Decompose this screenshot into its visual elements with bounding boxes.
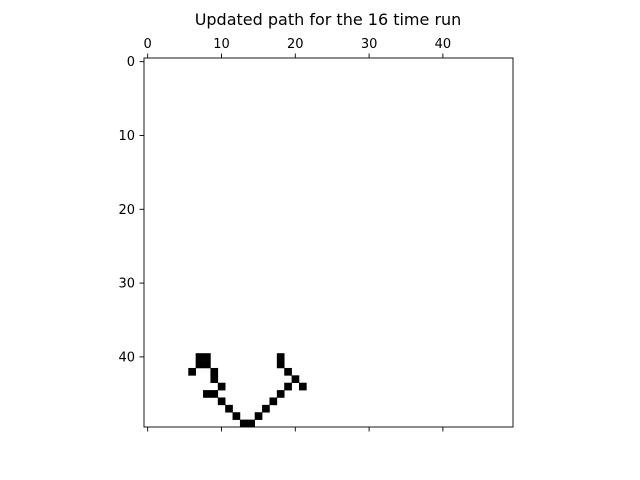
y-tick-label-20: 20 — [118, 203, 135, 218]
path-cell-20 — [291, 375, 300, 384]
path-cell-2 — [195, 360, 204, 369]
path-cell-3 — [203, 360, 211, 369]
path-cell-1 — [203, 353, 211, 361]
x-tick-label-30: 30 — [361, 37, 378, 52]
path-cell-16 — [262, 404, 270, 413]
path-cell-5 — [210, 367, 219, 376]
path-cell-24 — [298, 382, 307, 391]
path-cell-9 — [210, 390, 219, 398]
x-axis-top-ticks: 0 10 20 30 40 — [144, 37, 452, 58]
path-cell-15 — [254, 412, 263, 420]
path-cell-14 — [247, 419, 255, 428]
x-axis-bottom-ticks — [147, 427, 444, 432]
plot-area — [144, 58, 513, 427]
chart-title: Updated path for the 16 time run — [195, 10, 462, 29]
path-cell-18 — [276, 390, 285, 398]
path-cell-13 — [239, 419, 248, 428]
path-cell-19 — [284, 382, 292, 391]
y-axis-ticks: 0 10 20 30 40 — [118, 55, 144, 365]
path-cell-4 — [188, 367, 196, 376]
path-cell-6 — [210, 375, 219, 384]
path-cell-23 — [276, 353, 285, 361]
y-tick-label-30: 30 — [118, 277, 135, 292]
y-tick-label-40: 40 — [118, 350, 135, 365]
path-cell-22 — [276, 360, 285, 369]
path-cell-11 — [225, 404, 233, 413]
x-tick-label-10: 10 — [213, 37, 230, 52]
axes-frame — [143, 57, 514, 428]
y-tick-label-10: 10 — [118, 129, 135, 144]
x-tick-label-40: 40 — [435, 37, 452, 52]
path-cell-8 — [203, 390, 211, 398]
path-cell-7 — [217, 382, 226, 391]
y-tick-label-0: 0 — [127, 55, 135, 70]
path-cell-12 — [232, 412, 241, 420]
x-tick-label-20: 20 — [287, 37, 304, 52]
path-cell-0 — [195, 353, 204, 361]
cell-layer — [188, 353, 307, 428]
path-cell-10 — [217, 397, 226, 406]
x-tick-label-0: 0 — [144, 37, 152, 52]
path-cell-17 — [269, 397, 278, 406]
path-cell-21 — [284, 367, 292, 376]
